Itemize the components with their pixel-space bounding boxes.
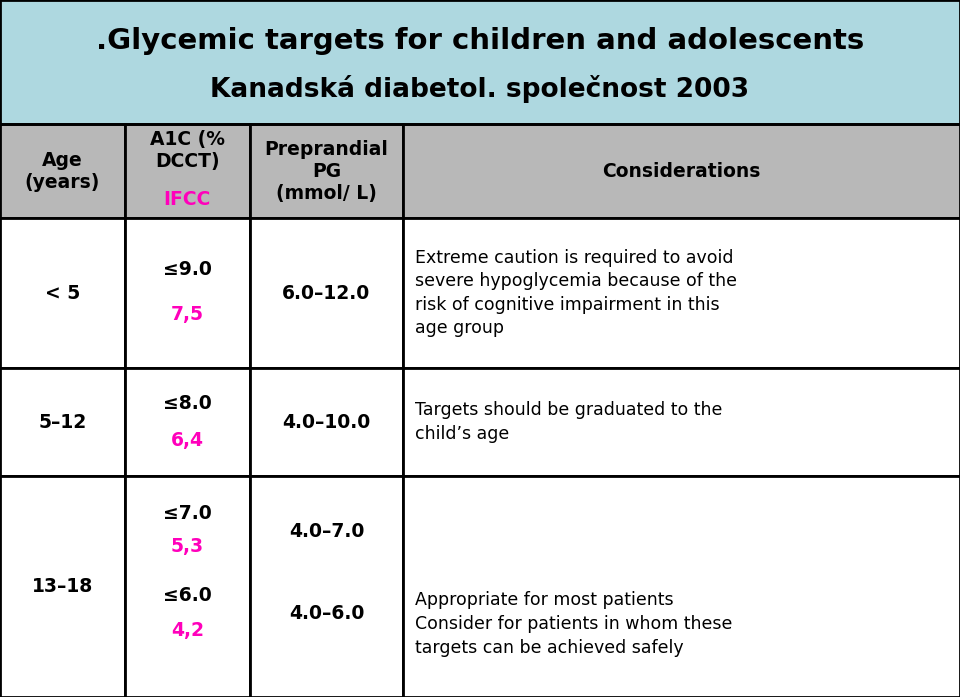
Bar: [125, 218, 250, 368]
Text: Considerations: Considerations: [603, 162, 760, 181]
Text: 5–12: 5–12: [38, 413, 86, 431]
Bar: [403, 476, 960, 697]
Bar: [125, 476, 250, 697]
Text: Kanadská diabetol. společnost 2003: Kanadská diabetol. společnost 2003: [210, 75, 750, 103]
Text: ≤7.0: ≤7.0: [163, 504, 211, 523]
Bar: [403, 124, 960, 218]
Text: 5,3: 5,3: [171, 537, 204, 556]
Bar: [0, 0, 960, 124]
Bar: [403, 368, 960, 476]
Text: Extreme caution is required to avoid
severe hypoglycemia because of the
risk of : Extreme caution is required to avoid sev…: [415, 249, 736, 337]
Bar: [125, 124, 250, 218]
Text: 4.0–10.0: 4.0–10.0: [282, 413, 371, 431]
Text: Appropriate for most patients
Consider for patients in whom these
targets can be: Appropriate for most patients Consider f…: [415, 592, 732, 657]
Bar: [250, 368, 403, 476]
Text: A1C (%
DCCT): A1C (% DCCT): [150, 130, 225, 171]
Text: < 5: < 5: [45, 284, 80, 302]
Text: 4,2: 4,2: [171, 621, 204, 641]
Bar: [0, 368, 125, 476]
Text: IFCC: IFCC: [163, 190, 211, 209]
Text: Targets should be graduated to the
child’s age: Targets should be graduated to the child…: [415, 401, 722, 443]
Text: ≤6.0: ≤6.0: [163, 586, 211, 605]
Text: 13–18: 13–18: [32, 577, 93, 596]
Text: .Glycemic targets for children and adolescents: .Glycemic targets for children and adole…: [96, 27, 864, 55]
Bar: [250, 476, 403, 697]
Text: Preprandial
PG
(mmol/ L): Preprandial PG (mmol/ L): [264, 139, 389, 203]
Text: ≤8.0: ≤8.0: [163, 395, 211, 413]
Text: 4.0–6.0: 4.0–6.0: [289, 604, 364, 622]
Text: 6.0–12.0: 6.0–12.0: [282, 284, 371, 302]
Bar: [125, 368, 250, 476]
Text: 7,5: 7,5: [171, 305, 204, 323]
Bar: [250, 218, 403, 368]
Text: ≤9.0: ≤9.0: [163, 259, 211, 279]
Bar: [403, 218, 960, 368]
Bar: [0, 476, 125, 697]
Bar: [0, 218, 125, 368]
Text: Age
(years): Age (years): [25, 151, 100, 192]
Bar: [250, 124, 403, 218]
Text: 6,4: 6,4: [171, 431, 204, 450]
Bar: [0, 124, 125, 218]
Text: 4.0–7.0: 4.0–7.0: [289, 522, 364, 541]
